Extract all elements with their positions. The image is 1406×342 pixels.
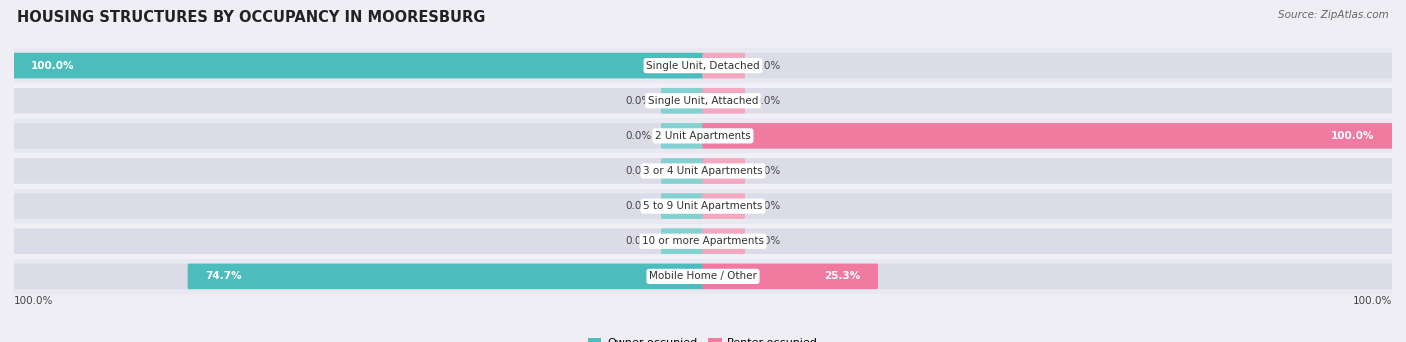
Text: 0.0%: 0.0% <box>626 96 651 106</box>
Text: 74.7%: 74.7% <box>205 271 242 281</box>
FancyBboxPatch shape <box>13 228 1393 254</box>
Text: 3 or 4 Unit Apartments: 3 or 4 Unit Apartments <box>643 166 763 176</box>
Text: 0.0%: 0.0% <box>626 166 651 176</box>
Text: 0.0%: 0.0% <box>755 96 780 106</box>
FancyBboxPatch shape <box>14 118 1392 154</box>
Text: Source: ZipAtlas.com: Source: ZipAtlas.com <box>1278 10 1389 20</box>
Text: 0.0%: 0.0% <box>755 236 780 246</box>
Text: 0.0%: 0.0% <box>755 201 780 211</box>
FancyBboxPatch shape <box>661 123 704 149</box>
Legend: Owner-occupied, Renter-occupied: Owner-occupied, Renter-occupied <box>583 333 823 342</box>
FancyBboxPatch shape <box>14 188 1392 224</box>
FancyBboxPatch shape <box>702 53 745 78</box>
FancyBboxPatch shape <box>14 83 1392 118</box>
FancyBboxPatch shape <box>702 264 877 289</box>
Text: 0.0%: 0.0% <box>755 166 780 176</box>
FancyBboxPatch shape <box>13 158 1393 184</box>
FancyBboxPatch shape <box>13 88 1393 114</box>
Text: 0.0%: 0.0% <box>626 236 651 246</box>
FancyBboxPatch shape <box>14 259 1392 294</box>
FancyBboxPatch shape <box>702 123 1393 149</box>
FancyBboxPatch shape <box>14 224 1392 259</box>
Text: Single Unit, Attached: Single Unit, Attached <box>648 96 758 106</box>
Text: 2 Unit Apartments: 2 Unit Apartments <box>655 131 751 141</box>
Text: HOUSING STRUCTURES BY OCCUPANCY IN MOORESBURG: HOUSING STRUCTURES BY OCCUPANCY IN MOORE… <box>17 10 485 25</box>
Text: Single Unit, Detached: Single Unit, Detached <box>647 61 759 71</box>
FancyBboxPatch shape <box>702 158 745 184</box>
FancyBboxPatch shape <box>702 88 745 114</box>
FancyBboxPatch shape <box>187 264 704 289</box>
Text: 25.3%: 25.3% <box>824 271 860 281</box>
FancyBboxPatch shape <box>13 123 1393 149</box>
FancyBboxPatch shape <box>13 264 1393 289</box>
FancyBboxPatch shape <box>661 193 704 219</box>
FancyBboxPatch shape <box>661 158 704 184</box>
FancyBboxPatch shape <box>13 53 1393 78</box>
FancyBboxPatch shape <box>702 228 745 254</box>
Text: 0.0%: 0.0% <box>626 131 651 141</box>
Text: Mobile Home / Other: Mobile Home / Other <box>650 271 756 281</box>
Text: 10 or more Apartments: 10 or more Apartments <box>643 236 763 246</box>
Text: 5 to 9 Unit Apartments: 5 to 9 Unit Apartments <box>644 201 762 211</box>
Text: 100.0%: 100.0% <box>31 61 75 71</box>
Text: 0.0%: 0.0% <box>755 61 780 71</box>
FancyBboxPatch shape <box>13 193 1393 219</box>
FancyBboxPatch shape <box>661 228 704 254</box>
FancyBboxPatch shape <box>13 53 704 78</box>
FancyBboxPatch shape <box>661 88 704 114</box>
FancyBboxPatch shape <box>14 48 1392 83</box>
Text: 100.0%: 100.0% <box>1331 131 1375 141</box>
Text: 0.0%: 0.0% <box>626 201 651 211</box>
Text: 100.0%: 100.0% <box>14 296 53 306</box>
FancyBboxPatch shape <box>14 154 1392 188</box>
Text: 100.0%: 100.0% <box>1353 296 1392 306</box>
FancyBboxPatch shape <box>702 193 745 219</box>
